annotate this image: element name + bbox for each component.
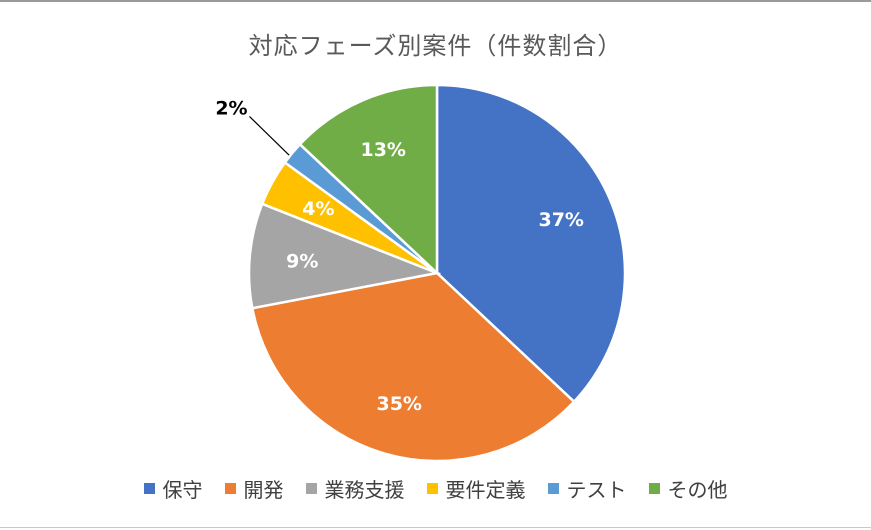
legend-item-1: 保守	[143, 474, 203, 503]
pie-slice-6	[298, 83, 439, 276]
legend-item-6: その他	[648, 474, 728, 503]
legend-swatch-3	[305, 483, 317, 494]
legend-item-4: 要件定義	[426, 474, 526, 503]
leader-line-5	[249, 116, 290, 156]
legend-label-3: 業務支援	[324, 478, 405, 502]
data-label-2: 35%	[376, 393, 421, 415]
legend-label-1: 保守	[162, 478, 203, 502]
legend-swatch-1	[143, 483, 155, 494]
legend-swatch-4	[426, 483, 438, 494]
legend-item-5: テスト	[547, 474, 627, 503]
legend-label-4: 要件定義	[445, 478, 526, 502]
data-label-6: 13%	[360, 139, 405, 161]
legend-item-2: 開発	[224, 474, 284, 503]
data-label-3: 9%	[286, 250, 318, 272]
legend-swatch-2	[224, 483, 236, 494]
legend: 保守 開発 業務支援 要件定義 テスト その他	[0, 474, 871, 503]
legend-label-6: その他	[667, 478, 728, 502]
chart-title: 対応フェーズ別案件（件数割合）	[248, 32, 623, 60]
legend-label-5: テスト	[566, 478, 627, 502]
pie-slice-3	[247, 202, 442, 310]
legend-swatch-6	[648, 483, 660, 494]
legend-label-2: 開発	[243, 478, 284, 502]
data-label-1: 37%	[538, 209, 583, 231]
legend-item-3: 業務支援	[305, 474, 405, 503]
data-label-5: 2%	[215, 97, 247, 119]
pie-slice-1	[435, 83, 627, 404]
legend-swatch-5	[547, 483, 559, 494]
data-label-4: 4%	[302, 198, 334, 220]
pie-slice-2	[250, 271, 576, 463]
